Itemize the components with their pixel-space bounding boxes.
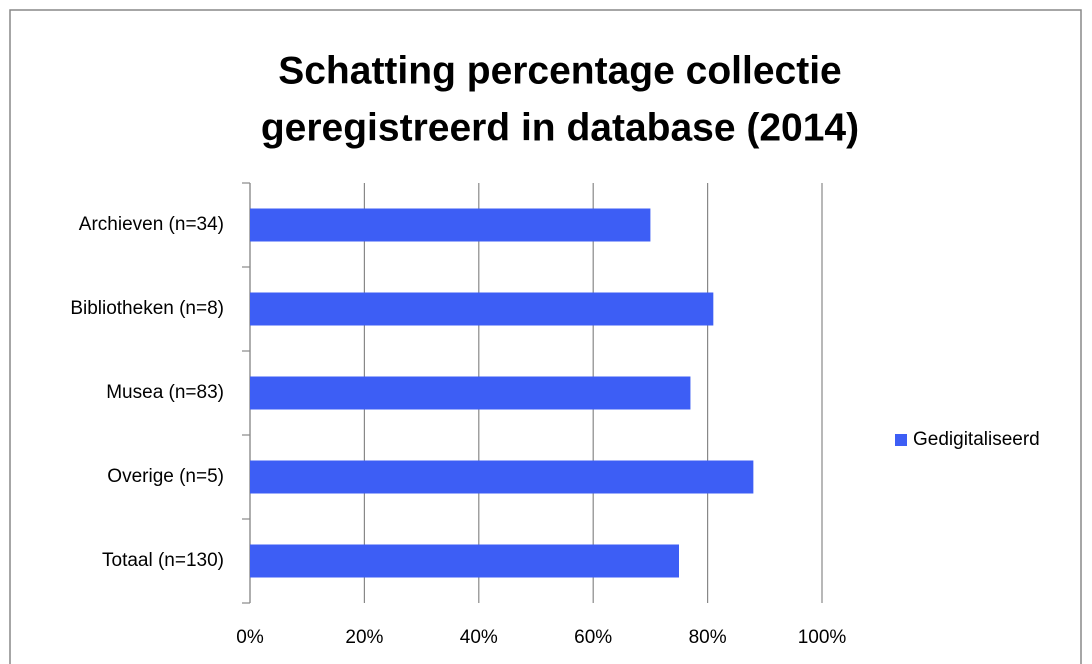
x-tick-label: 100% bbox=[798, 627, 847, 648]
bar bbox=[250, 292, 714, 326]
x-tick-label: 40% bbox=[460, 627, 498, 648]
y-tick-label: Bibliotheken (n=8) bbox=[70, 298, 224, 319]
bar bbox=[250, 376, 691, 410]
chart-title: geregistreerd in database (2014) bbox=[261, 106, 859, 149]
bar bbox=[250, 208, 651, 242]
bar bbox=[250, 460, 754, 494]
x-tick-label: 0% bbox=[236, 627, 264, 648]
y-tick-label: Musea (n=83) bbox=[106, 382, 224, 403]
y-tick-label: Overige (n=5) bbox=[107, 466, 224, 487]
chart-title: Schatting percentage collectie bbox=[278, 49, 842, 92]
x-tick-label: 60% bbox=[574, 627, 612, 648]
x-tick-label: 80% bbox=[689, 627, 727, 648]
x-tick-label: 20% bbox=[345, 627, 383, 648]
legend-swatch bbox=[895, 434, 907, 446]
legend-label: Gedigitaliseerd bbox=[913, 429, 1040, 450]
y-tick-label: Totaal (n=130) bbox=[102, 550, 224, 571]
y-tick-label: Archieven (n=34) bbox=[79, 214, 224, 235]
bar bbox=[250, 544, 679, 578]
